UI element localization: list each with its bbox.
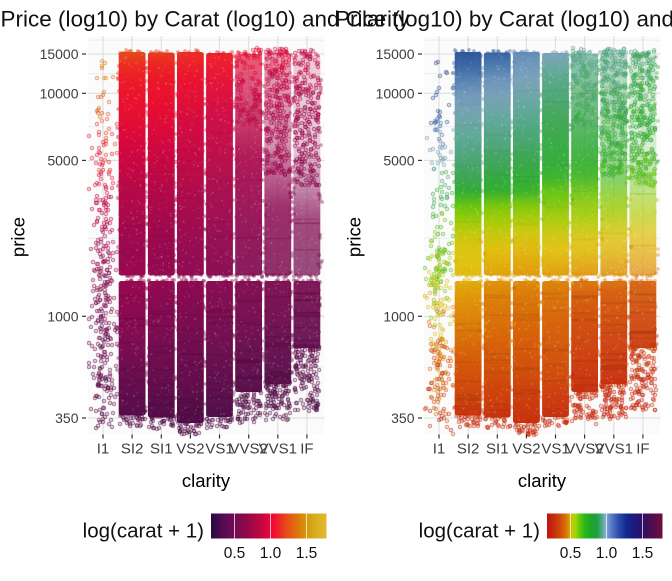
svg-text:1000: 1000	[47, 309, 78, 325]
svg-text:0.5: 0.5	[224, 545, 246, 562]
svg-text:5000: 5000	[383, 153, 414, 169]
svg-text:SI2: SI2	[457, 441, 480, 458]
svg-text:15000: 15000	[376, 46, 415, 62]
svg-text:350: 350	[55, 410, 79, 426]
svg-text:VS2: VS2	[512, 441, 540, 458]
svg-text:log(carat + 1): log(carat + 1)	[419, 520, 540, 543]
svg-text:I1: I1	[433, 441, 446, 458]
svg-text:clarity: clarity	[518, 470, 567, 491]
svg-text:15000: 15000	[40, 46, 79, 62]
svg-text:1.5: 1.5	[632, 545, 654, 562]
svg-text:price: price	[344, 217, 365, 257]
svg-text:5000: 5000	[47, 153, 78, 169]
svg-text:1.5: 1.5	[296, 545, 318, 562]
svg-text:1000: 1000	[383, 309, 414, 325]
svg-text:350: 350	[391, 410, 415, 426]
svg-text:10000: 10000	[40, 86, 79, 102]
svg-text:VVS1: VVS1	[259, 441, 297, 458]
svg-text:10000: 10000	[376, 86, 415, 102]
svg-text:clarity: clarity	[182, 470, 231, 491]
svg-text:IF: IF	[636, 441, 649, 458]
svg-text:IF: IF	[300, 441, 313, 458]
svg-text:0.5: 0.5	[560, 545, 582, 562]
svg-text:1.0: 1.0	[260, 545, 282, 562]
svg-text:VS2: VS2	[176, 441, 204, 458]
svg-text:Price (log10) by Carat (log10): Price (log10) by Carat (log10) and Clari…	[335, 7, 672, 32]
svg-text:VVS1: VVS1	[595, 441, 633, 458]
svg-text:SI1: SI1	[486, 441, 509, 458]
svg-text:log(carat + 1): log(carat + 1)	[83, 520, 204, 543]
svg-text:1.0: 1.0	[596, 545, 618, 562]
svg-text:I1: I1	[97, 441, 110, 458]
svg-text:SI2: SI2	[121, 441, 144, 458]
svg-text:SI1: SI1	[150, 441, 173, 458]
svg-text:price: price	[8, 217, 29, 257]
